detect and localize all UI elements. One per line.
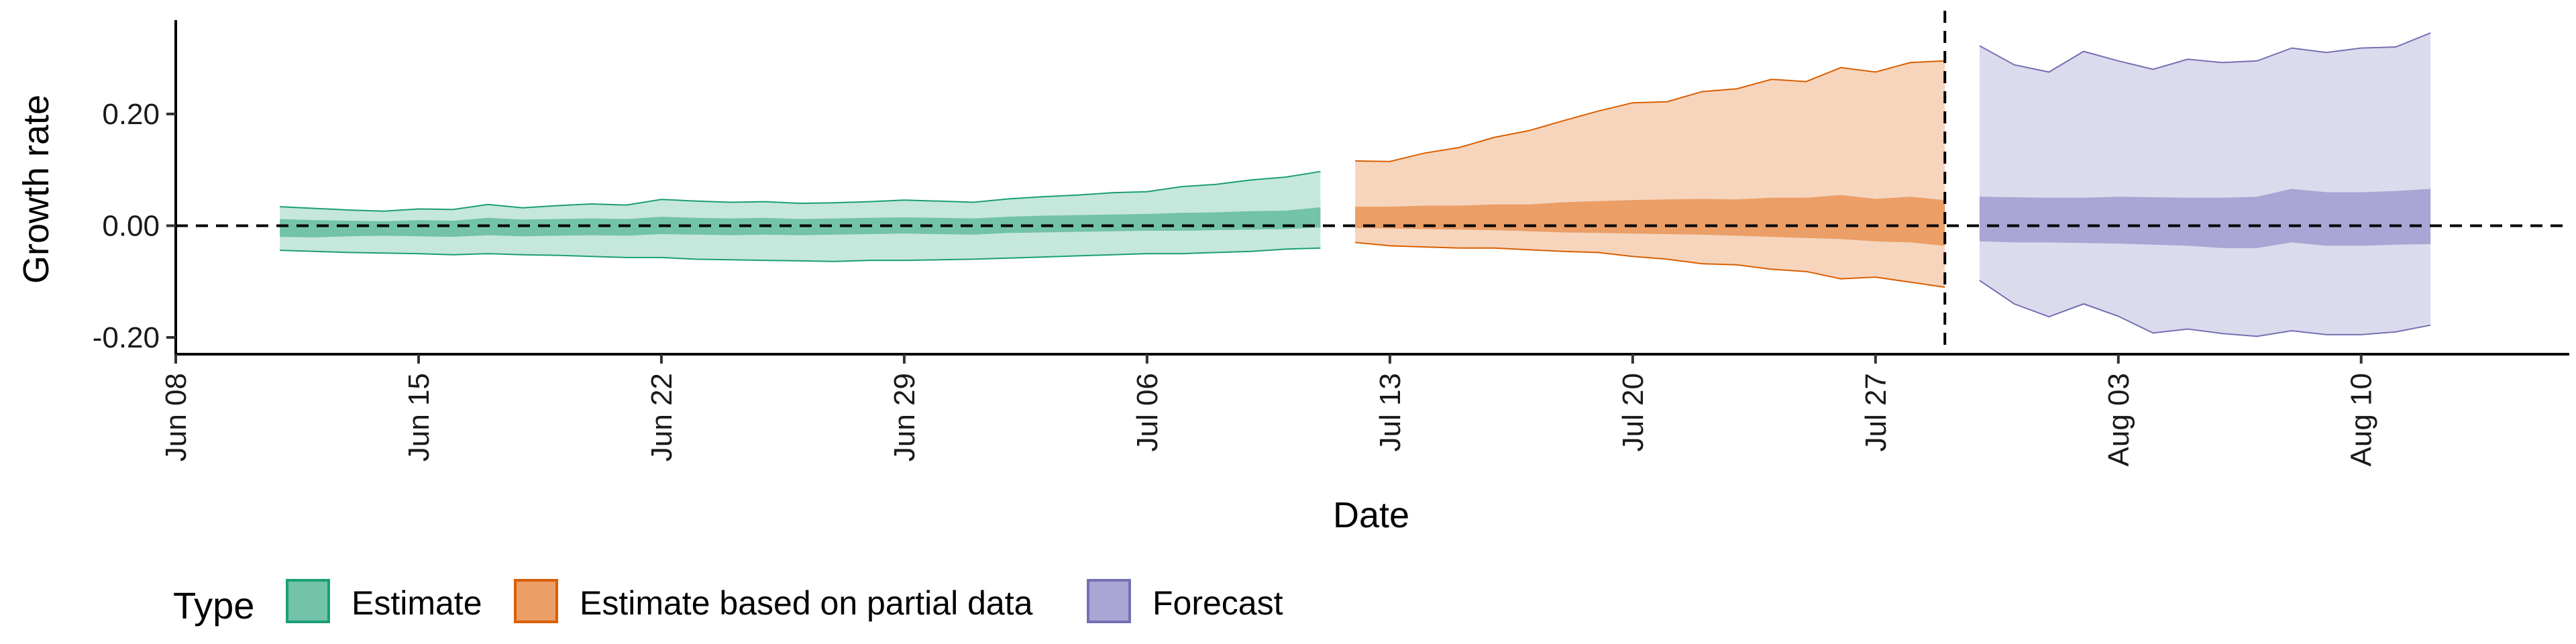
- legend-label: Estimate: [352, 584, 482, 622]
- x-tick-label: Jun 22: [645, 373, 678, 462]
- series-estimate: [280, 170, 1321, 262]
- estimate-outer-band: [280, 171, 1321, 262]
- axes: [174, 20, 2569, 356]
- forecast-inner-band: [1979, 189, 2431, 248]
- x-tick-label: Jul 06: [1131, 373, 1164, 451]
- legend-swatch: [286, 579, 330, 623]
- x-tick-label: Jun 08: [160, 373, 193, 462]
- x-tick-label: Jul 13: [1374, 373, 1407, 451]
- legend-label: Estimate based on partial data: [580, 584, 1033, 622]
- reference-lines: [176, 11, 2569, 354]
- x-tick-label: Aug 10: [2345, 373, 2378, 466]
- legend-swatch: [1087, 579, 1131, 623]
- x-axis-title: Date: [1333, 495, 1409, 535]
- forecast-upper-edge: [1979, 32, 2431, 73]
- series-forecast: [1979, 32, 2431, 337]
- legend-label: Forecast: [1152, 584, 1283, 622]
- y-tick-label: 0.00: [102, 209, 160, 242]
- legend-title: Type: [173, 584, 254, 627]
- ribbon-layer: [280, 32, 2431, 337]
- y-axis-title: Growth rate: [16, 95, 56, 284]
- x-tick-label: Jul 27: [1860, 373, 1892, 451]
- forecast-outer-band: [1979, 33, 2431, 337]
- estimate-upper-edge: [280, 170, 1321, 212]
- x-tick-label: Aug 03: [2102, 373, 2135, 466]
- estimate-lower-edge: [280, 247, 1321, 262]
- y-tick-label: -0.20: [93, 321, 160, 354]
- x-tick-label: Jun 29: [888, 373, 921, 462]
- legend-swatch: [514, 579, 558, 623]
- series-estimate-based-on-partial-data: [1355, 60, 1945, 288]
- estimate-based-on-partial-data-outer-band: [1355, 60, 1945, 288]
- forecast-lower-edge: [1979, 280, 2431, 337]
- x-tick-label: Jul 20: [1617, 373, 1650, 451]
- y-axis-ticks: 0.20 0.00 -0.20: [93, 98, 176, 354]
- estimate-inner-band: [280, 207, 1321, 237]
- x-axis-ticks: Jun 08 Jun 15 Jun 22 Jun 29 Jul 06 Jul 13 Jul …: [160, 354, 2378, 466]
- y-tick-label: 0.20: [102, 98, 160, 131]
- x-tick-label: Jun 15: [402, 373, 435, 462]
- estimate-based-on-partial-data-inner-band: [1355, 195, 1945, 246]
- estimate-based-on-partial-data-upper-edge: [1355, 60, 1945, 162]
- legend: Type Estimate Estimate based on partial d…: [173, 579, 1283, 627]
- estimate-based-on-partial-data-lower-edge: [1355, 241, 1945, 288]
